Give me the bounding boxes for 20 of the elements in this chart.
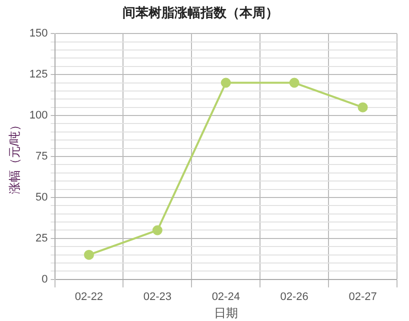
y-tick-label: 0: [42, 273, 48, 286]
y-tick-label: 25: [36, 232, 48, 244]
point: [289, 78, 300, 88]
x-tick-label: 02-22: [74, 291, 104, 304]
chart-title: 间苯树脂涨幅指数（本周）: [122, 6, 278, 22]
point: [220, 78, 231, 88]
y-tick-label: 125: [29, 68, 48, 81]
x-tick-label: 02-23: [143, 291, 172, 304]
point: [84, 250, 94, 260]
point: [358, 102, 368, 112]
y-tick-label: 75: [36, 150, 48, 163]
x-tick-label: 02-27: [348, 291, 377, 304]
y-axis-title: 涨幅（元/吨）: [8, 118, 22, 194]
x-tick-label: 02-24: [212, 291, 240, 304]
y-tick-label: 150: [29, 28, 48, 40]
y-tick-label: 50: [36, 192, 48, 204]
x-tick-label: 02-26: [280, 291, 308, 304]
y-tick-label: 100: [29, 110, 48, 122]
x-axis-title: 日期: [214, 306, 238, 320]
point: [152, 225, 162, 236]
